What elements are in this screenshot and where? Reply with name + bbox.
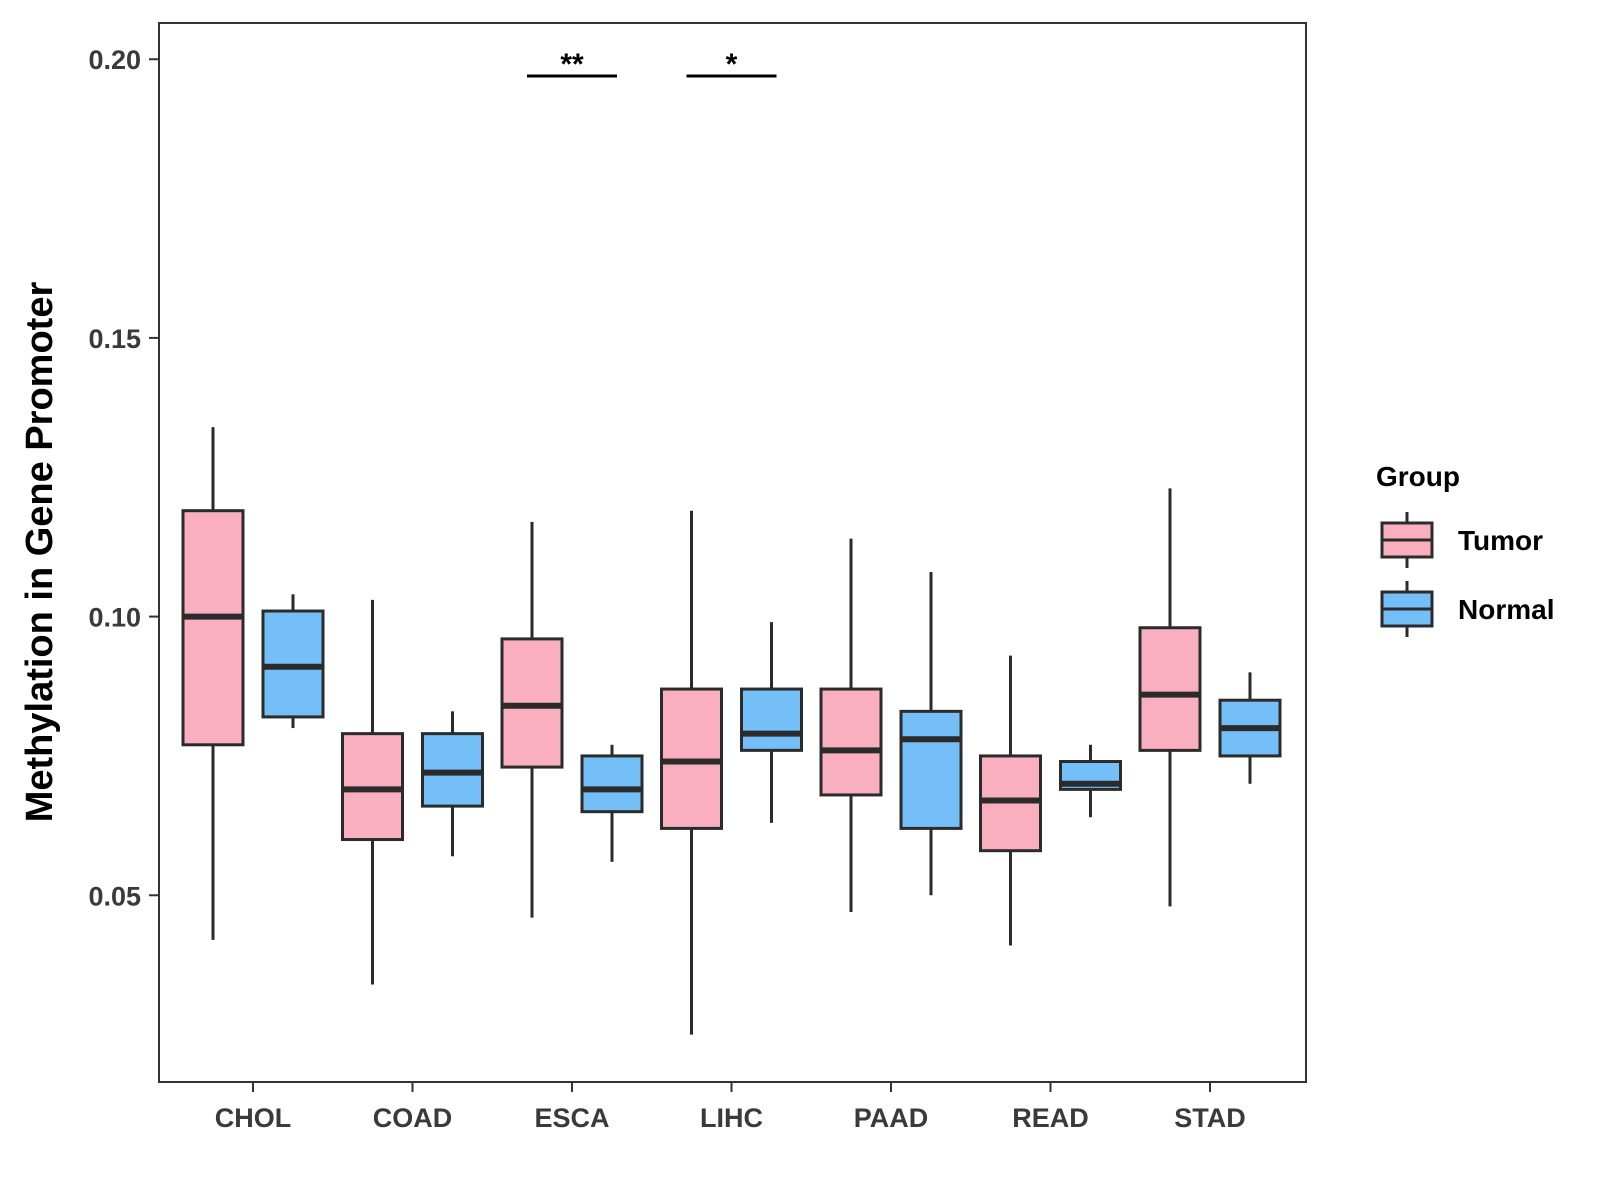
box-body (580, 754, 644, 814)
box-tumor-stad (1138, 488, 1202, 907)
legend-item-normal: Normal (1380, 581, 1554, 637)
boxes-layer (181, 427, 1282, 1035)
box-body (899, 709, 963, 830)
box-body (819, 687, 883, 797)
box-normal-read (1059, 744, 1122, 818)
box-normal-esca (580, 744, 644, 862)
plot-panel (158, 22, 1307, 1083)
box-normal-stad (1218, 672, 1282, 784)
box-body (1138, 626, 1202, 752)
box-normal-lihc (740, 622, 803, 823)
box-normal-paad (899, 572, 963, 896)
box-body (740, 687, 803, 752)
legend-label: Normal (1458, 594, 1554, 625)
x-tick-label: READ (1012, 1103, 1089, 1133)
box-tumor-chol (181, 427, 245, 940)
box-tumor-read (979, 655, 1042, 946)
significance-label: * (726, 48, 738, 81)
box-tumor-lihc (660, 510, 723, 1035)
legend: Group Tumor Normal (1376, 461, 1554, 637)
significance-label: ** (560, 48, 584, 81)
x-tick-label: STAD (1174, 1103, 1246, 1133)
y-tick-label: 0.05 (88, 881, 141, 911)
y-tick-label: 0.15 (88, 324, 141, 354)
legend-label: Tumor (1458, 525, 1543, 556)
box-normal-coad (421, 711, 484, 857)
box-tumor-esca (500, 521, 564, 918)
box-normal-chol (261, 594, 325, 729)
legend-item-tumor: Tumor (1380, 512, 1543, 568)
y-tick-label: 0.20 (88, 45, 141, 75)
box-tumor-coad (341, 599, 404, 985)
box-body (181, 509, 245, 747)
x-axis: CHOL COAD ESCA LIHC PAAD READ STAD (215, 1082, 1246, 1133)
x-tick-label: ESCA (534, 1103, 609, 1133)
x-tick-label: PAAD (854, 1103, 929, 1133)
significance-annotations: ** * (527, 48, 777, 81)
x-tick-label: COAD (373, 1103, 453, 1133)
x-tick-label: LIHC (700, 1103, 763, 1133)
y-tick-label: 0.10 (88, 603, 141, 633)
y-axis: 0.05 0.10 0.15 0.20 (88, 45, 159, 911)
legend-title: Group (1376, 461, 1460, 492)
y-axis-title: Methylation in Gene Promoter (19, 282, 61, 823)
x-tick-label: CHOL (215, 1103, 292, 1133)
box-tumor-paad (819, 538, 883, 913)
